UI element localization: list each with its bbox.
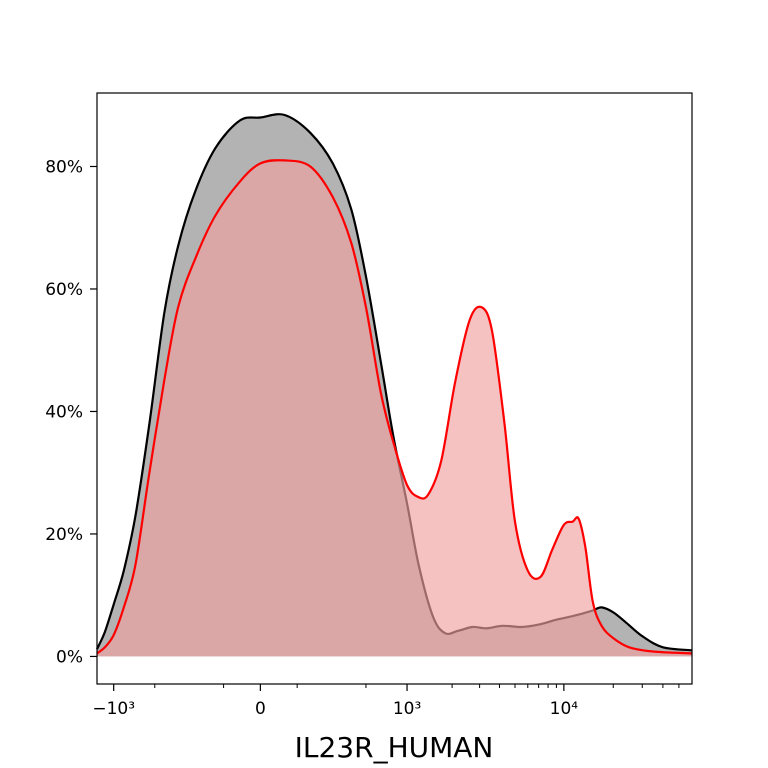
series-2-line — [96, 159, 693, 655]
x-tick-label-3: 10³ — [393, 699, 421, 719]
y-tick-label-3: 40% — [45, 402, 83, 422]
y-tick-label-5: 80% — [45, 157, 83, 177]
x-tick-label-1: −10³ — [92, 699, 135, 719]
x-axis: −10³ 0 10³ 10⁴ — [92, 684, 680, 719]
x-tick-label-2: 0 — [255, 699, 266, 719]
y-axis: 0% 20% 40% 60% 80% — [45, 157, 97, 667]
plot-frame — [96, 92, 693, 685]
y-tick-label-4: 60% — [45, 280, 83, 300]
x-tick-label-4: 10⁴ — [550, 699, 579, 719]
series-layer — [95, 113, 693, 657]
y-tick-label-2: 20% — [45, 525, 83, 545]
y-tick-label-1: 0% — [56, 647, 83, 667]
series-2-area — [97, 160, 692, 657]
x-axis-title: IL23R_HUMAN — [295, 731, 494, 764]
